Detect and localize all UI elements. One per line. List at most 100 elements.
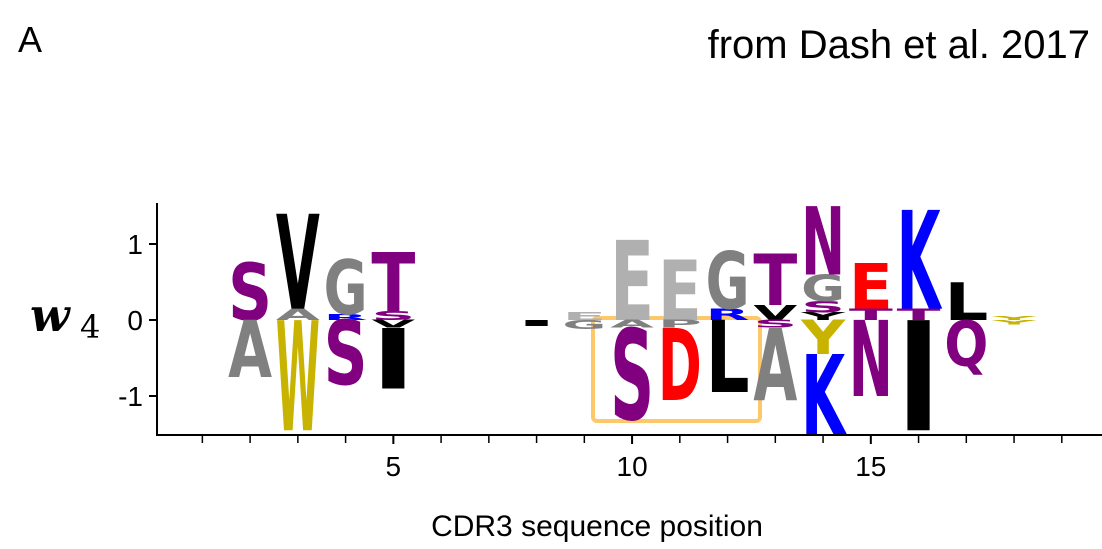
logo-letter: E [849, 251, 893, 324]
logo-letter: S [801, 298, 845, 316]
logo-letter: N [849, 300, 893, 421]
x-tick-label: 10 [617, 451, 648, 482]
letter-group: G [324, 244, 368, 331]
logo-letter: V [276, 189, 320, 340]
letter-group: S [228, 249, 272, 340]
logo-letter: L [944, 272, 988, 333]
letter-group: A [753, 309, 797, 423]
logo-letter: E [610, 219, 654, 346]
letter-group: E [658, 243, 702, 340]
letter-group: G [562, 318, 606, 333]
letter-group: T [753, 240, 797, 322]
letter-group: E [562, 310, 606, 322]
logo-letter: P [658, 318, 702, 330]
letter-group: Y [991, 319, 1036, 326]
logo-letter: N [801, 187, 845, 296]
logo-letter: A [753, 309, 797, 423]
logo-letter: E [562, 310, 606, 322]
letter-group: P [658, 318, 702, 330]
letter-group: Y [800, 312, 846, 366]
logo-letter: S [324, 303, 368, 406]
letter-group: S [324, 303, 368, 406]
letter-group: W [276, 291, 320, 467]
logo-letter: I [515, 318, 559, 328]
logo-letter: A [228, 306, 272, 397]
letter-group: E [610, 219, 654, 346]
letter-group: V [753, 301, 797, 325]
letter-group: R [706, 306, 750, 324]
logo-letter: V [753, 301, 797, 325]
letter-group: K [897, 185, 943, 342]
y-tick-label: 0 [127, 305, 143, 336]
logo-letter: T [753, 240, 797, 322]
x-tick-label: 15 [855, 451, 886, 482]
logo-letter: T [897, 306, 941, 324]
letter-group: E [849, 251, 893, 324]
logo-letter: Y [991, 319, 1036, 326]
letter-group: S [610, 303, 654, 449]
letter-group: I [897, 291, 941, 467]
logo-letter: S [371, 308, 415, 323]
logo-letter: Y [991, 315, 1036, 321]
letter-group: A [276, 306, 320, 324]
chart-title: from Dash et al. 2017 [708, 23, 1090, 67]
letter-group: N [801, 187, 845, 296]
logo-letter: D [658, 309, 702, 423]
logo-letter: V [371, 318, 415, 330]
logo-letter: S [753, 318, 797, 330]
y-tick-label: 1 [127, 229, 143, 260]
logo-letter: Q [944, 308, 988, 381]
logo-letter: T [849, 306, 893, 324]
logo-letter: S [228, 249, 272, 340]
letter-group: G [801, 267, 845, 310]
logo-letter: Y [800, 310, 846, 322]
letter-group: S [801, 298, 845, 316]
y-axis-label: w [30, 288, 71, 342]
logo-letter: G [801, 267, 845, 310]
logo-letter: R [706, 306, 750, 324]
logo-letter: I [897, 291, 941, 467]
letter-group: I [515, 318, 559, 328]
logo-letter: T [371, 236, 415, 330]
letter-group: S [371, 308, 415, 323]
letter-group: T [897, 306, 941, 324]
letter-group: K [801, 333, 847, 460]
logo-letter: I [371, 311, 415, 408]
x-axis-label: CDR3 sequence position [431, 510, 763, 543]
y-tick-label: -1 [118, 381, 143, 412]
letter-group: Q [944, 308, 988, 381]
letter-group: S [753, 318, 797, 330]
logo-letter: Y [800, 312, 846, 366]
logo-letter: K [801, 333, 847, 460]
letter-group: V [371, 318, 415, 330]
logo-letter: A [276, 306, 320, 324]
y-axis-label-subscript: 4 [80, 308, 100, 346]
letter-group: V [276, 189, 320, 340]
panel-label: A [18, 19, 42, 60]
logo-letter: G [706, 237, 750, 328]
letter-group: R [324, 312, 368, 322]
logo-letter: G [324, 244, 368, 331]
x-tick-label: 5 [386, 451, 402, 482]
logo-letter: R [324, 312, 368, 322]
logo-letter: A [610, 318, 654, 330]
letter-group: A [610, 318, 654, 330]
logo-letter: E [658, 243, 702, 340]
letter-group: L [944, 272, 988, 333]
letter-group: D [658, 309, 702, 423]
logo-letter: L [706, 302, 750, 416]
letter-group: Y [991, 315, 1036, 321]
letter-group: L [706, 302, 750, 416]
logo-letter: W [276, 291, 320, 467]
letter-group: T [371, 236, 415, 330]
letter-group: G [706, 237, 750, 328]
letter-group: Y [800, 310, 846, 322]
letter-group: A [228, 306, 272, 397]
letter-group: N [849, 300, 893, 421]
logo-letter: S [610, 303, 654, 449]
logo-letter: K [897, 185, 943, 342]
letter-group: I [371, 311, 415, 408]
highlight-box [591, 316, 762, 423]
letter-group: T [849, 306, 893, 324]
